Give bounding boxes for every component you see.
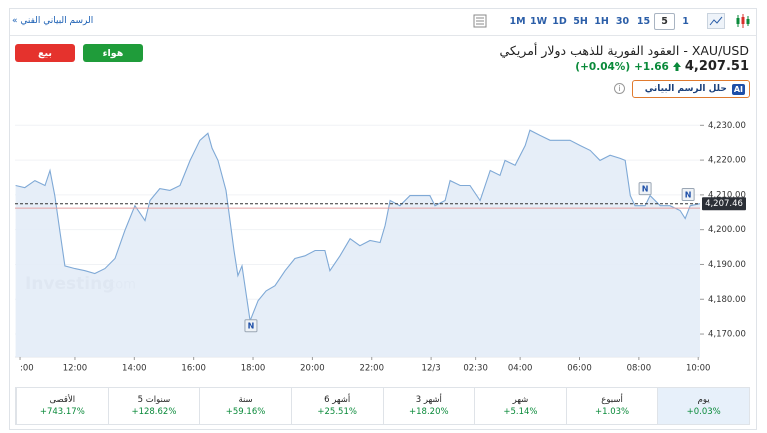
performance-period: 6 أشهر	[324, 395, 351, 405]
timeframe-button[interactable]: 5	[654, 13, 675, 30]
timeframe-button[interactable]: 1M	[509, 16, 526, 27]
performance-cell[interactable]: شهر +5.14%	[474, 388, 566, 424]
x-tick-label: 20:00	[300, 364, 325, 374]
performance-period: شهر	[512, 395, 529, 405]
x-tick-label: 08:00	[627, 364, 652, 374]
analyze-button[interactable]: AI حلل الرسم البياني	[632, 80, 750, 98]
timeframes: 1M 1W 1D 5H 1H 30 15 5 1	[507, 13, 696, 30]
x-tick-label: 16:00	[181, 364, 206, 374]
price: 4,207.51	[684, 59, 749, 74]
performance-cell[interactable]: الأقصى +743.17%	[16, 388, 108, 424]
price-line	[15, 129, 701, 323]
performance-period: 3 أشهر	[415, 395, 442, 405]
performance-period: 5 سنوات	[137, 395, 171, 405]
x-tick-label: 10:00	[686, 364, 711, 374]
timeframe-button[interactable]: 30	[615, 16, 630, 27]
y-tick-label: 4,200.00	[708, 225, 746, 235]
up-arrow	[672, 62, 681, 71]
ai-badge: AI	[731, 83, 745, 95]
news-marker	[638, 182, 652, 196]
current-price-label: 4,207.46	[705, 199, 743, 209]
y-tick-label: 4,230.00	[708, 121, 746, 131]
timeframe-button[interactable]: 15	[636, 16, 651, 27]
performance-period: الأقصى	[49, 395, 76, 405]
technical-chart-link[interactable]: الرسم البياني الفني »	[12, 16, 94, 26]
x-tick-label: 02:30	[463, 364, 488, 374]
sell-button[interactable]: بيع	[15, 44, 75, 62]
performance-change: +128.62%	[131, 407, 177, 417]
performance-change: +25.51%	[317, 407, 357, 417]
candle-chart-icon[interactable]	[735, 13, 751, 29]
timeframe-button[interactable]: 1	[682, 16, 689, 27]
price-change-pct: (+0.04%)	[575, 60, 631, 73]
performance-change: +743.17%	[39, 407, 85, 417]
performance-cell[interactable]: أسبوع +1.03%	[565, 388, 658, 424]
performance-period: أسبوع	[601, 395, 623, 405]
news-marker	[244, 319, 258, 333]
settings-icon[interactable]	[473, 14, 487, 28]
performance-period: سنة	[238, 395, 253, 405]
y-tick-label: 4,170.00	[708, 330, 746, 340]
performance-cell[interactable]: 3 أشهر +18.20%	[382, 388, 475, 424]
news-marker-label: N	[642, 185, 649, 194]
x-tick-label: 12:00	[63, 364, 88, 374]
performance-change: +59.16%	[225, 407, 266, 417]
x-tick-label: 12/3	[422, 364, 441, 374]
performance-table: يوم +0.03% أسبوع +1.03% شهر +5.14% 3 أشهر +18.2…	[15, 387, 750, 425]
toolbar: الرسم البياني الفني » 1M 1W 1D 5H 1H 30 15 5 1	[10, 9, 756, 36]
timeframe-button[interactable]: 1W	[529, 16, 548, 27]
line-chart-icon[interactable]	[707, 13, 725, 29]
y-tick-label: 4,210.00	[708, 190, 746, 200]
performance-change: +5.14%	[503, 407, 538, 417]
performance-change: +18.20%	[409, 407, 449, 417]
instrument-title: XAU/USD - العقود الفورية للذهب دولار أمر…	[499, 43, 750, 58]
y-tick-label: 4,220.00	[708, 156, 746, 166]
info-icon[interactable]: i	[614, 83, 625, 94]
performance-change: +1.03%	[595, 407, 630, 417]
timeframe-button[interactable]: 5H	[573, 16, 588, 27]
area-fill	[15, 130, 701, 357]
performance-cell[interactable]: يوم +0.03%	[657, 388, 749, 424]
x-tick-label: 22:00	[359, 364, 384, 374]
x-tick-label: 14:00	[122, 364, 147, 374]
plot-area: Investing.com	[15, 129, 701, 357]
x-tick-label: 06:00	[567, 364, 592, 374]
chart: 4,170.00 4,180.00 4,190.00 4,200.00 4,210.00…	[15, 121, 746, 374]
timeframe-button[interactable]: 1D	[552, 16, 567, 27]
price-row: 4,207.51 +1.66 (+0.04%)	[575, 59, 749, 74]
x-tick-label: :00	[20, 364, 34, 374]
x-tick-label: 04:00	[508, 364, 533, 374]
performance-change: +0.03%	[686, 407, 721, 417]
news-marker	[681, 188, 695, 202]
y-tick-label: 4,180.00	[708, 295, 746, 305]
y-tick-label: 4,190.00	[708, 260, 746, 270]
timeframe-button[interactable]: 1H	[594, 16, 609, 27]
price-change: +1.66	[634, 60, 669, 73]
performance-cell[interactable]: 6 أشهر +25.51%	[290, 388, 383, 424]
news-marker-label: N	[685, 191, 692, 200]
performance-cell[interactable]: سنة +59.16%	[199, 388, 291, 424]
current-price-box	[702, 197, 746, 211]
performance-cell[interactable]: 5 سنوات +128.62%	[107, 388, 200, 424]
news-marker-label: N	[248, 322, 255, 331]
buy-button[interactable]: هواء	[83, 44, 143, 62]
x-tick-label: 18:00	[241, 364, 266, 374]
widget-frame	[9, 8, 757, 430]
analyze-text: حلل الرسم البياني	[644, 84, 727, 94]
performance-period: يوم	[697, 395, 710, 405]
